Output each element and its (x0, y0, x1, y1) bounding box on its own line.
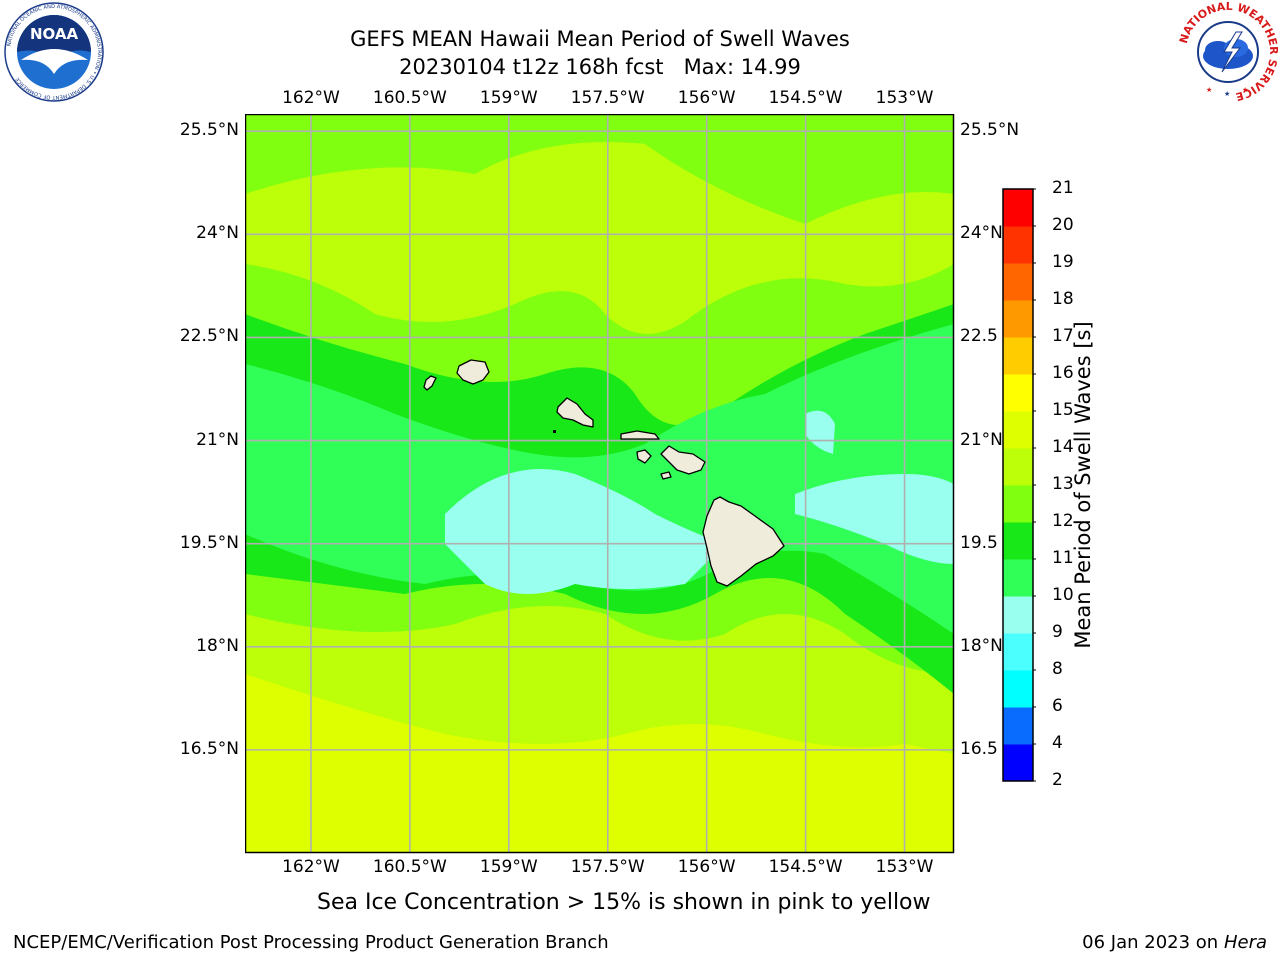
noaa-logo: NATIONAL OCEANIC AND ATMOSPHERIC ADMINIS… (4, 2, 104, 106)
lat-tick-label: 19.5 (960, 532, 998, 553)
field-region (245, 114, 954, 224)
colorbar-level-label: 18 (1052, 289, 1074, 309)
lon-tick-label: 157.5°W (570, 857, 645, 877)
lat-tick-label: 22.5 (960, 326, 998, 347)
footer-right: 06 Jan 2023 on Hera (1082, 932, 1267, 953)
colorbar-segment (1003, 485, 1033, 523)
lat-tick-label: 22.5°N (179, 326, 239, 347)
colorbar-segment (1003, 633, 1033, 671)
colorbar-level-label: 21 (1052, 178, 1074, 198)
colorbar-title: Mean Period of Swell Waves [s] (1071, 321, 1095, 649)
lon-tick-label: 154.5°W (768, 857, 843, 877)
lat-tick-label: 16.5 (960, 738, 998, 759)
field-region (245, 324, 954, 634)
colorbar-segment (1003, 300, 1033, 338)
colorbar-level-label: 16 (1052, 363, 1074, 383)
colorbar-segment (1003, 263, 1033, 301)
lat-tick-label: 18°N (196, 635, 239, 656)
chart-title: GEFS MEAN Hawaii Mean Period of Swell Wa… (350, 27, 850, 51)
lon-tick-label: 153°W (875, 88, 934, 108)
noaa-text: NOAA (30, 25, 79, 43)
colorbar (1002, 188, 1036, 782)
lon-tick-label: 160.5°W (372, 857, 447, 877)
colorbar-segment (1003, 670, 1033, 708)
lon-tick-label: 159°W (479, 857, 538, 877)
lon-tick-label: 156°W (677, 857, 736, 877)
field-region (805, 410, 835, 454)
chart-subtitle: 20230104 t12z 168h fcst Max: 14.99 (399, 55, 801, 79)
island-oahu (556, 397, 594, 428)
island-kauai (456, 359, 490, 385)
lon-tick-label: 160.5°W (372, 88, 447, 108)
island-lanai (636, 449, 652, 464)
lon-tick-label: 156°W (677, 88, 736, 108)
colorbar-segment (1003, 411, 1033, 449)
colorbar-level-label: 6 (1052, 696, 1063, 716)
svg-text:★: ★ (1224, 90, 1230, 98)
lat-tick-label: 24°N (196, 223, 239, 244)
colorbar-level-label: 20 (1052, 215, 1074, 235)
field-region (445, 469, 725, 594)
lon-tick-label: 159°W (479, 88, 538, 108)
colorbar-segment (1003, 374, 1033, 412)
lat-tick-label: 19.5°N (179, 532, 239, 553)
island-niihau (423, 375, 437, 391)
lon-tick-label: 153°W (875, 857, 934, 877)
lat-tick-label: 16.5°N (179, 738, 239, 759)
map-frame (245, 114, 955, 854)
colorbar-segment (1003, 559, 1033, 597)
lon-tick-label: 162°W (282, 857, 340, 877)
colorbar-segment (1003, 596, 1033, 634)
colorbar-level-label: 10 (1052, 585, 1074, 605)
colorbar-level-label: 17 (1052, 326, 1074, 346)
island-kahoolawe (660, 471, 672, 480)
colorbar-segment (1003, 189, 1033, 227)
colorbar-level-label: 15 (1052, 400, 1074, 420)
colorbar-level-label: 8 (1052, 659, 1063, 679)
lat-tick-label: 21°N (196, 429, 239, 450)
lon-tick-label: 157.5°W (570, 88, 645, 108)
field-region (245, 674, 954, 853)
colorbar-segment (1003, 337, 1033, 375)
colorbar-segment (1003, 707, 1033, 745)
colorbar-level-label: 2 (1052, 770, 1063, 790)
colorbar-level-label: 19 (1052, 252, 1074, 272)
svg-text:★: ★ (1206, 86, 1212, 94)
map-panel (245, 114, 955, 854)
colorbar-level-label: 12 (1052, 511, 1074, 531)
island-molokai (620, 430, 660, 440)
svg-text:★: ★ (1242, 86, 1248, 94)
lat-tick-label: 21°N (960, 429, 1003, 450)
island-hawaii (702, 496, 785, 587)
colorbar-level-label: 11 (1052, 548, 1074, 568)
colorbar-segment (1003, 226, 1033, 264)
colorbar-segment (1003, 744, 1033, 782)
colorbar-segment (1003, 522, 1033, 560)
colorbar-level-label: 9 (1052, 622, 1063, 642)
footer-left: NCEP/EMC/Verification Post Processing Pr… (13, 932, 609, 953)
nws-logo: NATIONAL WEATHER SERVICE ★ ★ ★ (1177, 0, 1280, 106)
colorbar-level-label: 13 (1052, 474, 1074, 494)
lat-tick-label: 18°N (960, 635, 1003, 656)
lon-tick-label: 154.5°W (768, 88, 843, 108)
lon-tick-label: 162°W (282, 88, 340, 108)
lat-tick-label: 24°N (960, 223, 1003, 244)
island-dot (553, 430, 556, 433)
colorbar-level-label: 14 (1052, 437, 1074, 457)
island-maui (660, 445, 706, 475)
sea-ice-footnote: Sea Ice Concentration > 15% is shown in … (317, 890, 931, 915)
lat-tick-label: 25.5°N (179, 120, 239, 141)
footer-machine: Hera (1223, 932, 1267, 953)
colorbar-level-label: 4 (1052, 733, 1063, 753)
colorbar-segment (1003, 448, 1033, 486)
field-region (795, 474, 954, 564)
lat-tick-label: 25.5°N (960, 120, 1020, 141)
footer-date: 06 Jan 2023 on (1082, 932, 1224, 953)
